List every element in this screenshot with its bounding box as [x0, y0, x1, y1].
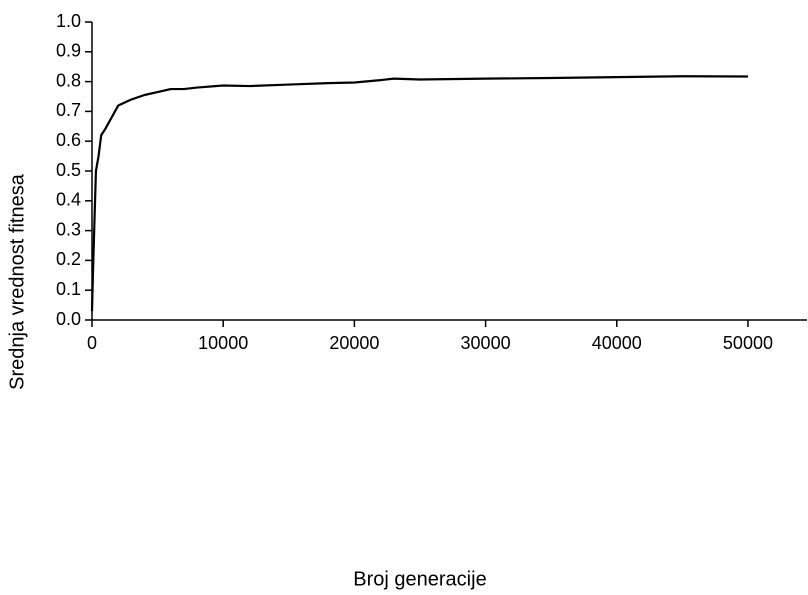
y-tick-label: 0.1: [56, 279, 81, 299]
data-line: [90, 75, 748, 312]
x-tick-label: 0: [87, 333, 97, 353]
y-tick-label: 0.6: [56, 130, 81, 150]
y-tick-label: 0.3: [56, 219, 81, 239]
y-tick-label: 0.7: [56, 100, 81, 120]
x-tick-label: 50000: [723, 333, 773, 353]
y-axis-title: Srednja vrednost fitnesa: [6, 173, 28, 390]
y-tick-label: 0.8: [56, 70, 81, 90]
y-tick-label: 0.5: [56, 160, 81, 180]
x-axis-title: Broj generacije: [353, 568, 486, 590]
y-tick-label: 0.9: [56, 41, 81, 61]
x-tick-label: 10000: [198, 333, 248, 353]
x-tick-label: 30000: [461, 333, 511, 353]
y-tick-label: 0.0: [56, 309, 81, 329]
x-tick-label: 40000: [592, 333, 642, 353]
x-tick-label: 20000: [329, 333, 379, 353]
y-tick-label: 1.0: [56, 11, 81, 31]
y-tick-label: 0.4: [56, 190, 81, 210]
y-tick-label: 0.2: [56, 249, 81, 269]
